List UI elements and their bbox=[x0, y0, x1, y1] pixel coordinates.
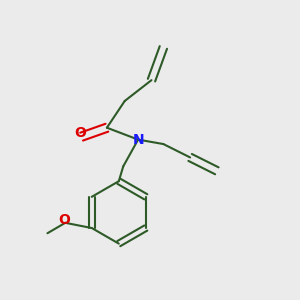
Text: O: O bbox=[74, 126, 86, 140]
Text: O: O bbox=[58, 213, 70, 227]
Text: N: N bbox=[132, 133, 144, 147]
